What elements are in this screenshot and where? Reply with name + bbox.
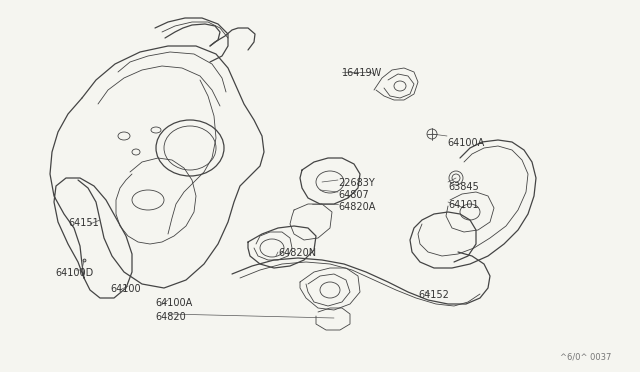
Text: 64100A: 64100A bbox=[155, 298, 192, 308]
Text: 64100: 64100 bbox=[110, 284, 141, 294]
Text: 22683Y: 22683Y bbox=[338, 178, 375, 188]
Text: 64100D: 64100D bbox=[55, 268, 93, 278]
Text: 64807: 64807 bbox=[338, 190, 369, 200]
Text: 64101: 64101 bbox=[448, 200, 479, 210]
Text: ^6/0^ 0037: ^6/0^ 0037 bbox=[560, 352, 611, 361]
Text: 64100A: 64100A bbox=[447, 138, 484, 148]
Text: 64152: 64152 bbox=[418, 290, 449, 300]
Text: 63845: 63845 bbox=[448, 182, 479, 192]
Text: 64151: 64151 bbox=[68, 218, 99, 228]
Text: 64820N: 64820N bbox=[278, 248, 316, 258]
Text: 16419W: 16419W bbox=[342, 68, 382, 78]
Text: 64820A: 64820A bbox=[338, 202, 376, 212]
Text: 64820: 64820 bbox=[155, 312, 186, 322]
